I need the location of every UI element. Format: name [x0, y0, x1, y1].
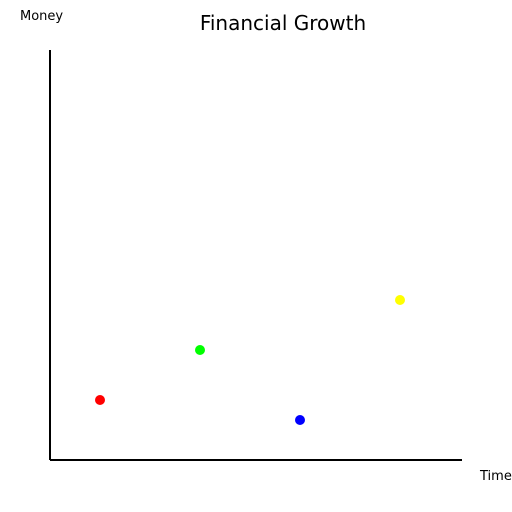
data-points	[95, 295, 405, 425]
chart-title: Financial Growth	[200, 11, 366, 35]
data-point-4	[395, 295, 405, 305]
x-axis-label: Time	[479, 469, 512, 484]
y-axis-label: Money	[20, 9, 63, 24]
data-point-2	[195, 345, 205, 355]
data-point-1	[95, 395, 105, 405]
data-point-3	[295, 415, 305, 425]
